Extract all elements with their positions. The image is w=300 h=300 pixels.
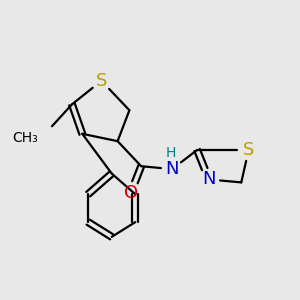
Text: H: H bbox=[165, 146, 176, 160]
Text: S: S bbox=[96, 72, 107, 90]
Text: N: N bbox=[202, 170, 216, 188]
Text: N: N bbox=[165, 160, 179, 178]
Text: CH₃: CH₃ bbox=[12, 131, 38, 145]
Text: S: S bbox=[243, 141, 254, 159]
Text: O: O bbox=[124, 184, 138, 202]
